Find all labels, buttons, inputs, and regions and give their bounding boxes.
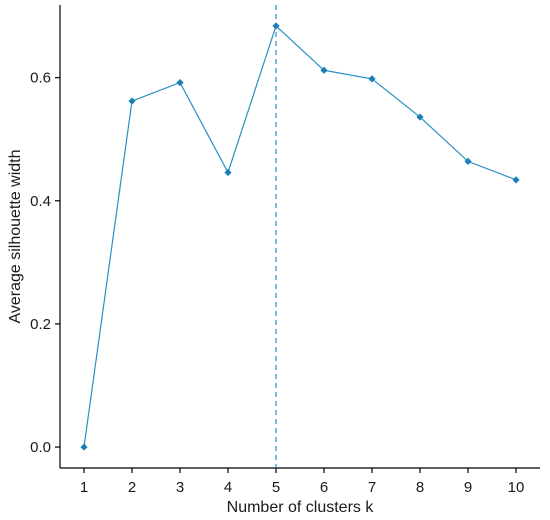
y-tick-label: 0.6	[30, 70, 51, 87]
data-point	[224, 168, 232, 177]
y-tick-label: 0.4	[30, 193, 51, 210]
data-point	[416, 113, 424, 121]
data-point	[80, 443, 88, 451]
x-tick-label: 6	[320, 479, 328, 496]
y-tick-label: 0.2	[30, 316, 51, 333]
x-tick-label: 8	[416, 479, 424, 496]
plot-area: 0.0 0.2 0.4 0.6 1 2 3 4 5 6 7 8 9 10	[30, 5, 540, 496]
data-point	[368, 75, 376, 83]
y-tick-label: 0.0	[30, 439, 51, 456]
data-point	[128, 97, 136, 105]
x-tick-label: 7	[368, 479, 376, 496]
x-tick-label: 1	[80, 479, 88, 496]
data-point	[512, 176, 520, 184]
x-tick-label: 10	[508, 479, 525, 496]
x-tick-label: 3	[176, 479, 184, 496]
data-point	[320, 66, 328, 74]
x-tick-label: 4	[224, 479, 232, 496]
series-line	[83, 24, 517, 448]
x-tick-label: 9	[464, 479, 472, 496]
y-axis-title: Average silhouette width	[7, 149, 24, 323]
data-point	[464, 157, 472, 165]
data-point	[272, 22, 280, 30]
x-tick-label: 5	[272, 479, 280, 496]
x-axis-title: Number of clusters k	[227, 499, 375, 516]
x-tick-label: 2	[128, 479, 136, 496]
data-point	[176, 78, 184, 87]
